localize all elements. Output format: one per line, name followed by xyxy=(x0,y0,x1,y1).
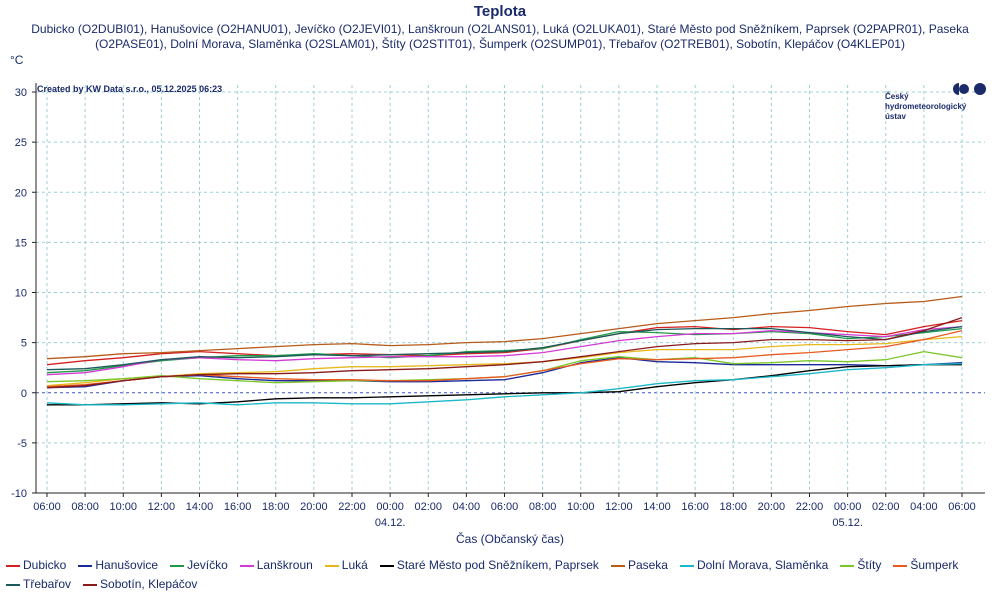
x-tick-label: 00:00 xyxy=(376,501,404,513)
x-tick-label: 08:00 xyxy=(71,501,99,513)
legend-item[interactable]: Dolní Morava, Slaměnka xyxy=(679,558,829,572)
y-tick-label: 0 xyxy=(21,388,27,400)
legend-swatch xyxy=(83,583,98,586)
legend-swatch xyxy=(239,564,254,567)
y-tick-label: -10 xyxy=(11,488,27,500)
series-lines xyxy=(46,295,963,406)
credit-text: Created by KW Data s.r.o., 05.12.2025 06… xyxy=(37,84,222,94)
series-line xyxy=(46,316,963,389)
legend-swatch xyxy=(6,583,20,586)
grid xyxy=(36,85,985,494)
y-tick-label: 25 xyxy=(15,137,27,149)
x-tick-label: 18:00 xyxy=(719,501,747,513)
axes: -10 -5 0 5 10 15 20 25 30 06:00 08:00 10:00 12:00 14:… xyxy=(11,83,985,529)
x-tick-label: 16:00 xyxy=(224,501,252,513)
legend-label: Jevíčko xyxy=(187,558,228,572)
legend-label: Šumperk xyxy=(910,558,959,572)
series-line xyxy=(46,327,963,374)
chmi-logo-icon xyxy=(952,82,988,101)
legend-label: Staré Město pod Sněžníkem, Paprsek xyxy=(396,558,599,572)
x-tick-label: 04:00 xyxy=(910,501,938,513)
legend-item[interactable]: Jevíčko xyxy=(170,558,228,572)
x-tick-label: 08:00 xyxy=(529,501,557,513)
x-tick-label: 10:00 xyxy=(109,501,137,513)
legend-label: Luká xyxy=(341,558,368,572)
logo-line-2: hydrometeorologický xyxy=(885,102,967,111)
x-tick-label: 16:00 xyxy=(681,501,709,513)
chart-subtitle: Dubicko (O2DUBI01), Hanušovice (O2HANU01… xyxy=(31,22,969,51)
x-tick-label: 14:00 xyxy=(643,501,671,513)
legend-item[interactable]: Staré Město pod Sněžníkem, Paprsek xyxy=(379,558,599,572)
legend-item[interactable]: Třebařov xyxy=(6,577,71,591)
legend-label: Sobotín, Klepáčov xyxy=(100,577,198,591)
y-tick-label: 5 xyxy=(21,338,27,350)
series-line xyxy=(46,295,963,360)
legend-item[interactable]: Sobotín, Klepáčov xyxy=(83,577,197,591)
legend-swatch xyxy=(6,564,20,567)
logo-line-1: Český xyxy=(885,92,909,101)
chmi-logo-text: Český hydrometeorologický ústav xyxy=(885,92,966,122)
series-line xyxy=(46,357,963,389)
legend-swatch xyxy=(840,564,855,567)
legend-swatch xyxy=(893,564,908,567)
x-tick-label: 14:00 xyxy=(186,501,214,513)
legend-item[interactable]: Šumperk xyxy=(893,558,958,572)
y-axis-unit: °C xyxy=(10,53,24,67)
legend-item[interactable]: Luká xyxy=(324,558,368,572)
x-tick-label: 10:00 xyxy=(567,501,595,513)
legend-swatch xyxy=(170,564,185,567)
x-date-label: 04.12. xyxy=(375,517,406,529)
legend-swatch xyxy=(78,564,93,567)
x-tick-label: 04:00 xyxy=(453,501,481,513)
x-tick-label: 20:00 xyxy=(758,501,786,513)
legend-label: Dolní Morava, Slaměnka xyxy=(696,558,829,572)
x-tick-label: 02:00 xyxy=(872,501,900,513)
x-tick-label: 06:00 xyxy=(948,501,976,513)
series-line xyxy=(46,319,963,366)
series-line xyxy=(46,335,963,387)
x-tick-label: 00:00 xyxy=(834,501,862,513)
legend-label: Hanušovice xyxy=(95,558,159,572)
y-tick-label: 10 xyxy=(15,288,27,300)
x-tick-label: 06:00 xyxy=(33,501,61,513)
x-tick-label: 22:00 xyxy=(796,501,824,513)
chart-title: Teplota xyxy=(473,3,527,20)
x-tick-label: 12:00 xyxy=(148,501,176,513)
legend-swatch xyxy=(379,564,394,567)
legend-swatch xyxy=(324,564,339,567)
x-tick-label: 18:00 xyxy=(262,501,290,513)
legend-label: Třebařov xyxy=(23,577,72,591)
legend-label: Dubicko xyxy=(23,558,67,572)
legend-swatch xyxy=(679,564,694,567)
legend-label: Lanškroun xyxy=(256,558,313,572)
logo-line-3: ústav xyxy=(885,112,906,121)
x-tick-label: 06:00 xyxy=(491,501,519,513)
legend-label: Paseka xyxy=(627,558,668,572)
x-tick-label: 20:00 xyxy=(300,501,328,513)
legend-label: Štíty xyxy=(857,558,882,572)
x-tick-label: 02:00 xyxy=(414,501,442,513)
legend-item[interactable]: Lanškroun xyxy=(239,558,313,572)
legend-item[interactable]: Dubicko xyxy=(6,558,66,572)
legend-item[interactable]: Paseka xyxy=(610,558,668,572)
legend-item[interactable]: Štíty xyxy=(840,558,881,572)
x-tick-label: 12:00 xyxy=(605,501,633,513)
x-date-label: 05.12. xyxy=(832,517,863,529)
x-axis-label: Čas (Občanský čas) xyxy=(456,531,564,546)
y-tick-label: 30 xyxy=(15,87,27,99)
y-tick-label: 20 xyxy=(15,187,27,199)
legend-item[interactable]: Hanušovice xyxy=(78,558,158,572)
legend: Dubicko Hanušovice Jevíčko Lanškroun Luká Sta… xyxy=(6,558,996,596)
y-tick-label: -5 xyxy=(17,438,27,450)
legend-swatch xyxy=(610,564,625,567)
series-line xyxy=(47,364,962,406)
series-line xyxy=(46,325,963,371)
x-tick-label: 22:00 xyxy=(338,501,366,513)
series-line xyxy=(46,363,963,406)
y-tick-label: 15 xyxy=(15,237,27,249)
